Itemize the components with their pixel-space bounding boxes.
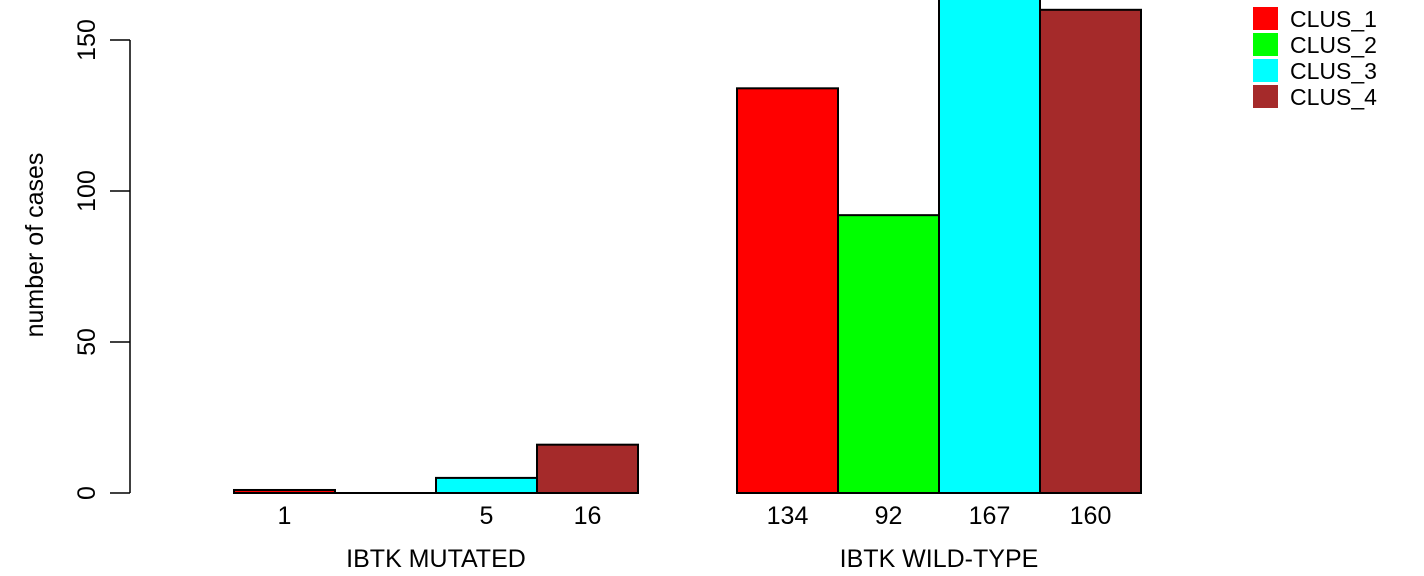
legend-label: CLUS_2: [1290, 32, 1377, 58]
group-label: IBTK WILD-TYPE: [840, 545, 1039, 573]
y-axis: 0 50 100 150: [73, 19, 131, 500]
group-label: IBTK MUTATED: [346, 545, 526, 573]
legend-label: CLUS_4: [1290, 84, 1377, 110]
legend-label: CLUS_1: [1290, 6, 1377, 32]
bar-value-label: 16: [574, 502, 602, 530]
legend-swatch: [1253, 33, 1278, 56]
bar-clus-1: [736, 87, 839, 494]
y-tick-label: 0: [73, 486, 101, 500]
legend-swatch: [1253, 85, 1278, 108]
bar-clus-4: [1039, 8, 1142, 495]
bar-value-label: 92: [875, 502, 903, 530]
bar-value-label: 134: [767, 502, 809, 530]
bar-value-label: 1: [278, 502, 292, 530]
bar-clus-2: [837, 214, 940, 494]
bar-clus-3: [938, 0, 1041, 494]
legend-swatch: [1253, 59, 1278, 82]
y-tick-label: 100: [73, 170, 101, 212]
bar-value-label: 5: [480, 502, 494, 530]
y-axis-label: number of cases: [21, 153, 49, 338]
bars: [233, 0, 1142, 495]
bar-value-labels: 1 5 16 134 92 167 160: [278, 502, 1112, 530]
legend-swatch: [1253, 7, 1278, 30]
bar-clus-1: [233, 488, 336, 495]
bar-value-label: 160: [1070, 502, 1112, 530]
group-labels: IBTK MUTATED IBTK WILD-TYPE: [346, 545, 1038, 573]
y-tick-label: 50: [73, 328, 101, 356]
bar-clus-3: [435, 476, 538, 494]
bar-clus-4: [536, 443, 639, 494]
y-tick-label: 150: [73, 19, 101, 61]
bar-value-label: 167: [969, 502, 1011, 530]
legend-label: CLUS_3: [1290, 58, 1377, 84]
